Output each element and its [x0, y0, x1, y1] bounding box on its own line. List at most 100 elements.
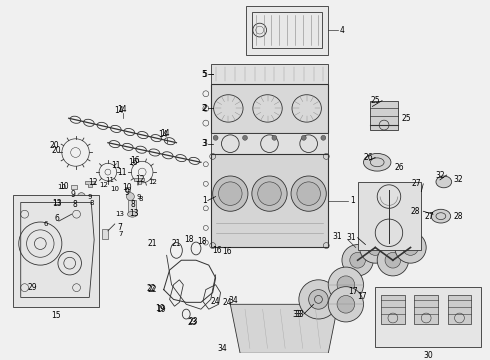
Text: 10: 10 [111, 186, 120, 192]
Circle shape [385, 252, 401, 268]
Text: 22: 22 [147, 284, 156, 293]
Bar [211, 84, 328, 133]
Text: 10: 10 [59, 182, 69, 191]
Circle shape [321, 135, 326, 140]
Bar [358, 182, 421, 251]
Bar [415, 294, 438, 324]
Text: 8: 8 [130, 200, 135, 209]
Circle shape [213, 135, 218, 140]
Ellipse shape [64, 201, 74, 206]
Bar [375, 287, 481, 347]
Text: 19: 19 [156, 305, 166, 314]
Text: 5: 5 [202, 69, 207, 78]
Text: 27: 27 [412, 179, 421, 188]
Text: 20: 20 [49, 141, 59, 150]
Circle shape [126, 193, 134, 201]
Bar [211, 154, 328, 247]
Text: 30: 30 [423, 351, 433, 360]
Text: 3: 3 [201, 139, 206, 148]
Circle shape [219, 182, 242, 206]
Circle shape [252, 176, 287, 211]
Text: 14: 14 [158, 130, 168, 139]
Text: 7: 7 [118, 224, 122, 233]
Polygon shape [230, 304, 338, 353]
Text: 16: 16 [212, 246, 221, 255]
Bar [79, 206, 87, 217]
Text: 16: 16 [130, 156, 140, 165]
Bar [53, 219, 59, 229]
Circle shape [342, 244, 373, 276]
Text: 33: 33 [294, 310, 304, 319]
Text: 15: 15 [51, 311, 61, 320]
Text: 12: 12 [135, 175, 145, 184]
Text: 28: 28 [411, 207, 420, 216]
Text: 24: 24 [222, 298, 232, 307]
Text: 3: 3 [202, 139, 207, 148]
Text: 17: 17 [358, 292, 367, 301]
Text: 13: 13 [52, 201, 61, 206]
Bar [246, 6, 328, 55]
Text: 20: 20 [51, 146, 61, 155]
Bar [13, 195, 99, 307]
Text: 6: 6 [54, 213, 59, 222]
Text: 10: 10 [122, 183, 132, 192]
Text: 8: 8 [138, 195, 143, 202]
Bar [128, 201, 136, 212]
Circle shape [403, 240, 418, 255]
Text: 31: 31 [346, 233, 356, 242]
Circle shape [299, 280, 338, 319]
Text: 9: 9 [71, 190, 75, 199]
Text: 23: 23 [187, 318, 197, 327]
Ellipse shape [436, 176, 452, 188]
Circle shape [291, 176, 326, 211]
Text: 14: 14 [117, 105, 126, 114]
Text: 18: 18 [185, 235, 194, 244]
Text: 2: 2 [202, 104, 207, 113]
Bar [252, 13, 322, 48]
Text: 28: 28 [454, 212, 463, 221]
Circle shape [395, 232, 426, 263]
Circle shape [377, 244, 409, 276]
Circle shape [368, 240, 383, 255]
Text: 10: 10 [57, 184, 66, 190]
Text: 21: 21 [172, 239, 181, 248]
Text: 25: 25 [370, 96, 380, 105]
Text: 26: 26 [364, 153, 373, 162]
Text: 17: 17 [348, 287, 358, 296]
Text: 22: 22 [147, 285, 157, 294]
Text: 14: 14 [114, 106, 123, 115]
Circle shape [309, 289, 328, 309]
Text: 11: 11 [105, 177, 114, 183]
Text: 12: 12 [148, 179, 157, 185]
Text: 9: 9 [136, 194, 141, 199]
Text: 16: 16 [222, 247, 232, 256]
Bar [211, 133, 328, 154]
Text: 14: 14 [160, 129, 170, 138]
Text: 13: 13 [52, 199, 62, 208]
Text: 9: 9 [124, 188, 129, 197]
Text: 18: 18 [197, 237, 206, 246]
Bar [102, 229, 108, 239]
Text: 24: 24 [211, 297, 220, 306]
Circle shape [360, 232, 391, 263]
Text: 32: 32 [454, 175, 463, 184]
Text: 23: 23 [188, 318, 198, 327]
Circle shape [258, 182, 281, 206]
Circle shape [337, 296, 355, 313]
Text: 5: 5 [201, 69, 206, 78]
Text: 11: 11 [111, 161, 121, 170]
Text: 4: 4 [340, 26, 345, 35]
Circle shape [328, 267, 364, 302]
Circle shape [297, 182, 320, 206]
Polygon shape [134, 178, 144, 184]
Text: 27: 27 [424, 212, 434, 221]
Text: 2: 2 [201, 104, 206, 113]
Text: 8: 8 [89, 201, 94, 206]
Text: 34: 34 [228, 296, 238, 305]
Circle shape [337, 276, 355, 293]
Polygon shape [85, 181, 95, 187]
Bar [448, 294, 471, 324]
Circle shape [350, 252, 366, 268]
Text: 31: 31 [332, 232, 342, 241]
Text: 33: 33 [292, 310, 302, 319]
